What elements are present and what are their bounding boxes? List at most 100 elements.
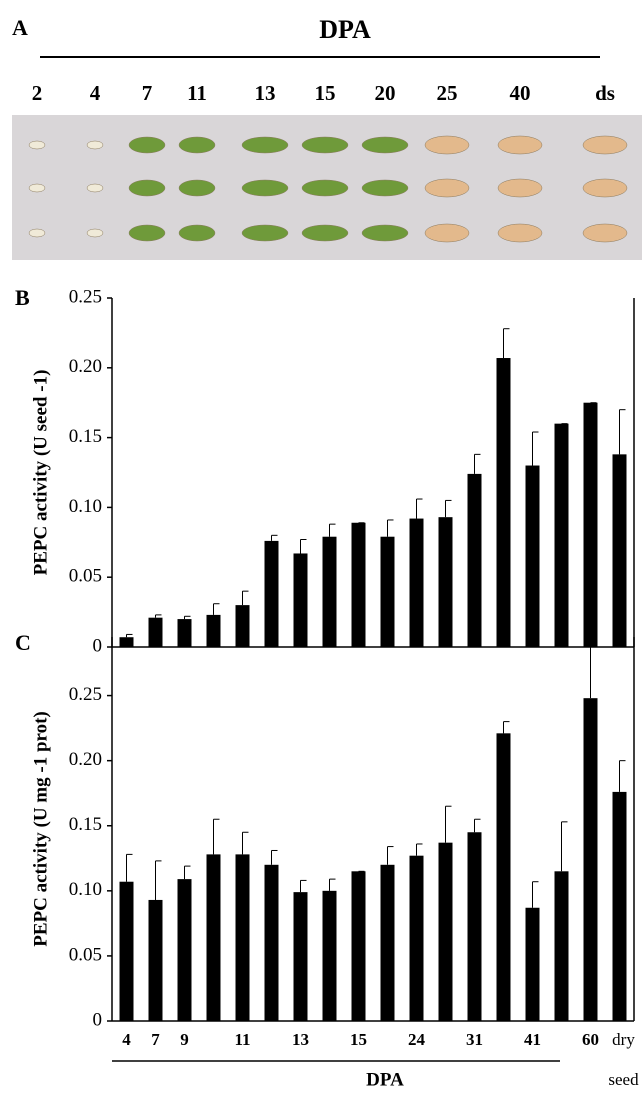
- bar: [525, 907, 540, 1021]
- seed: [497, 135, 543, 155]
- x-tick-label: 7: [151, 1030, 160, 1049]
- stage-label: 40: [510, 81, 531, 105]
- seed: [241, 136, 289, 154]
- seed: [86, 228, 104, 238]
- seed: [424, 178, 470, 198]
- stage-label: 13: [255, 81, 276, 105]
- seed: [86, 183, 104, 193]
- bar: [351, 522, 366, 647]
- y-tick-label: 0.25: [69, 286, 102, 307]
- bar: [554, 871, 569, 1021]
- seed: [128, 179, 166, 197]
- seed: [424, 135, 470, 155]
- bar: [380, 536, 395, 647]
- bar: [235, 854, 250, 1021]
- seed: [28, 140, 46, 150]
- y-tick-label: 0: [93, 635, 103, 656]
- bar: [148, 899, 163, 1021]
- y-axis-label: PEPC activity (U seed -1): [30, 370, 51, 576]
- seed: [178, 224, 216, 242]
- seed: [301, 179, 349, 197]
- panel-label: A: [12, 15, 28, 40]
- seed: [128, 136, 166, 154]
- bar: [206, 854, 221, 1021]
- bar: [409, 855, 424, 1021]
- bar: [467, 473, 482, 647]
- stage-label: ds: [595, 81, 615, 105]
- seed: [86, 140, 104, 150]
- bar: [322, 890, 337, 1021]
- bar: [496, 358, 511, 647]
- bar: [148, 617, 163, 647]
- bar: [583, 402, 598, 647]
- seed: [301, 136, 349, 154]
- panel-label: B: [15, 285, 30, 310]
- seed: [424, 223, 470, 243]
- seed: [301, 224, 349, 242]
- panel-title: DPA: [319, 15, 371, 44]
- y-tick-label: 0: [93, 1009, 103, 1030]
- bar: [293, 892, 308, 1021]
- seed: [28, 228, 46, 238]
- bar: [496, 733, 511, 1021]
- x-tick-label: 41: [524, 1030, 541, 1049]
- y-tick-label: 0.10: [69, 879, 102, 900]
- bar: [554, 423, 569, 647]
- x-tick-label: 4: [122, 1030, 131, 1049]
- y-tick-label: 0.20: [69, 749, 102, 770]
- seed: [128, 224, 166, 242]
- bar: [235, 605, 250, 647]
- bar: [612, 454, 627, 647]
- x-tick-label: 13: [292, 1030, 309, 1049]
- bar: [293, 553, 308, 647]
- seed: [178, 179, 216, 197]
- bar: [438, 517, 453, 647]
- y-tick-label: 0.05: [69, 944, 102, 965]
- bar: [177, 879, 192, 1021]
- bar: [264, 540, 279, 647]
- seed: [497, 178, 543, 198]
- bar: [467, 832, 482, 1021]
- bar: [119, 637, 134, 647]
- stage-label: 20: [375, 81, 396, 105]
- bar: [409, 518, 424, 647]
- panel-label: C: [15, 630, 31, 655]
- y-axis-label: PEPC activity (U mg -1 prot): [30, 711, 51, 947]
- x-tick-label: dry seed: [608, 1030, 639, 1089]
- x-tick-label: 11: [234, 1030, 250, 1049]
- y-tick-label: 0.15: [69, 426, 102, 447]
- seed: [361, 224, 409, 242]
- bar: [119, 881, 134, 1021]
- seed: [497, 223, 543, 243]
- bar: [322, 536, 337, 647]
- seed: [361, 136, 409, 154]
- seed: [241, 179, 289, 197]
- seed: [361, 179, 409, 197]
- y-tick-label: 0.25: [69, 684, 102, 705]
- stage-label: 25: [437, 81, 458, 105]
- bar: [612, 791, 627, 1021]
- stage-label: 4: [90, 81, 101, 105]
- stage-label: 11: [187, 81, 207, 105]
- bar: [206, 614, 221, 647]
- bar: [264, 864, 279, 1021]
- y-tick-label: 0.05: [69, 566, 102, 587]
- bar: [438, 842, 453, 1021]
- y-tick-label: 0.10: [69, 496, 102, 517]
- stage-label: 7: [142, 81, 153, 105]
- x-tick-label: 24: [408, 1030, 426, 1049]
- y-tick-label: 0.15: [69, 814, 102, 835]
- seed: [582, 223, 628, 243]
- x-tick-label: 31: [466, 1030, 483, 1049]
- seed-photo: [28, 135, 628, 243]
- bar: [380, 864, 395, 1021]
- seed: [241, 224, 289, 242]
- x-axis-label: DPA: [366, 1069, 404, 1090]
- bar: [351, 871, 366, 1021]
- bar: [583, 698, 598, 1021]
- stage-label: 15: [315, 81, 336, 105]
- x-tick-label: 9: [180, 1030, 189, 1049]
- x-tick-label: 60: [582, 1030, 599, 1049]
- y-tick-label: 0.20: [69, 356, 102, 377]
